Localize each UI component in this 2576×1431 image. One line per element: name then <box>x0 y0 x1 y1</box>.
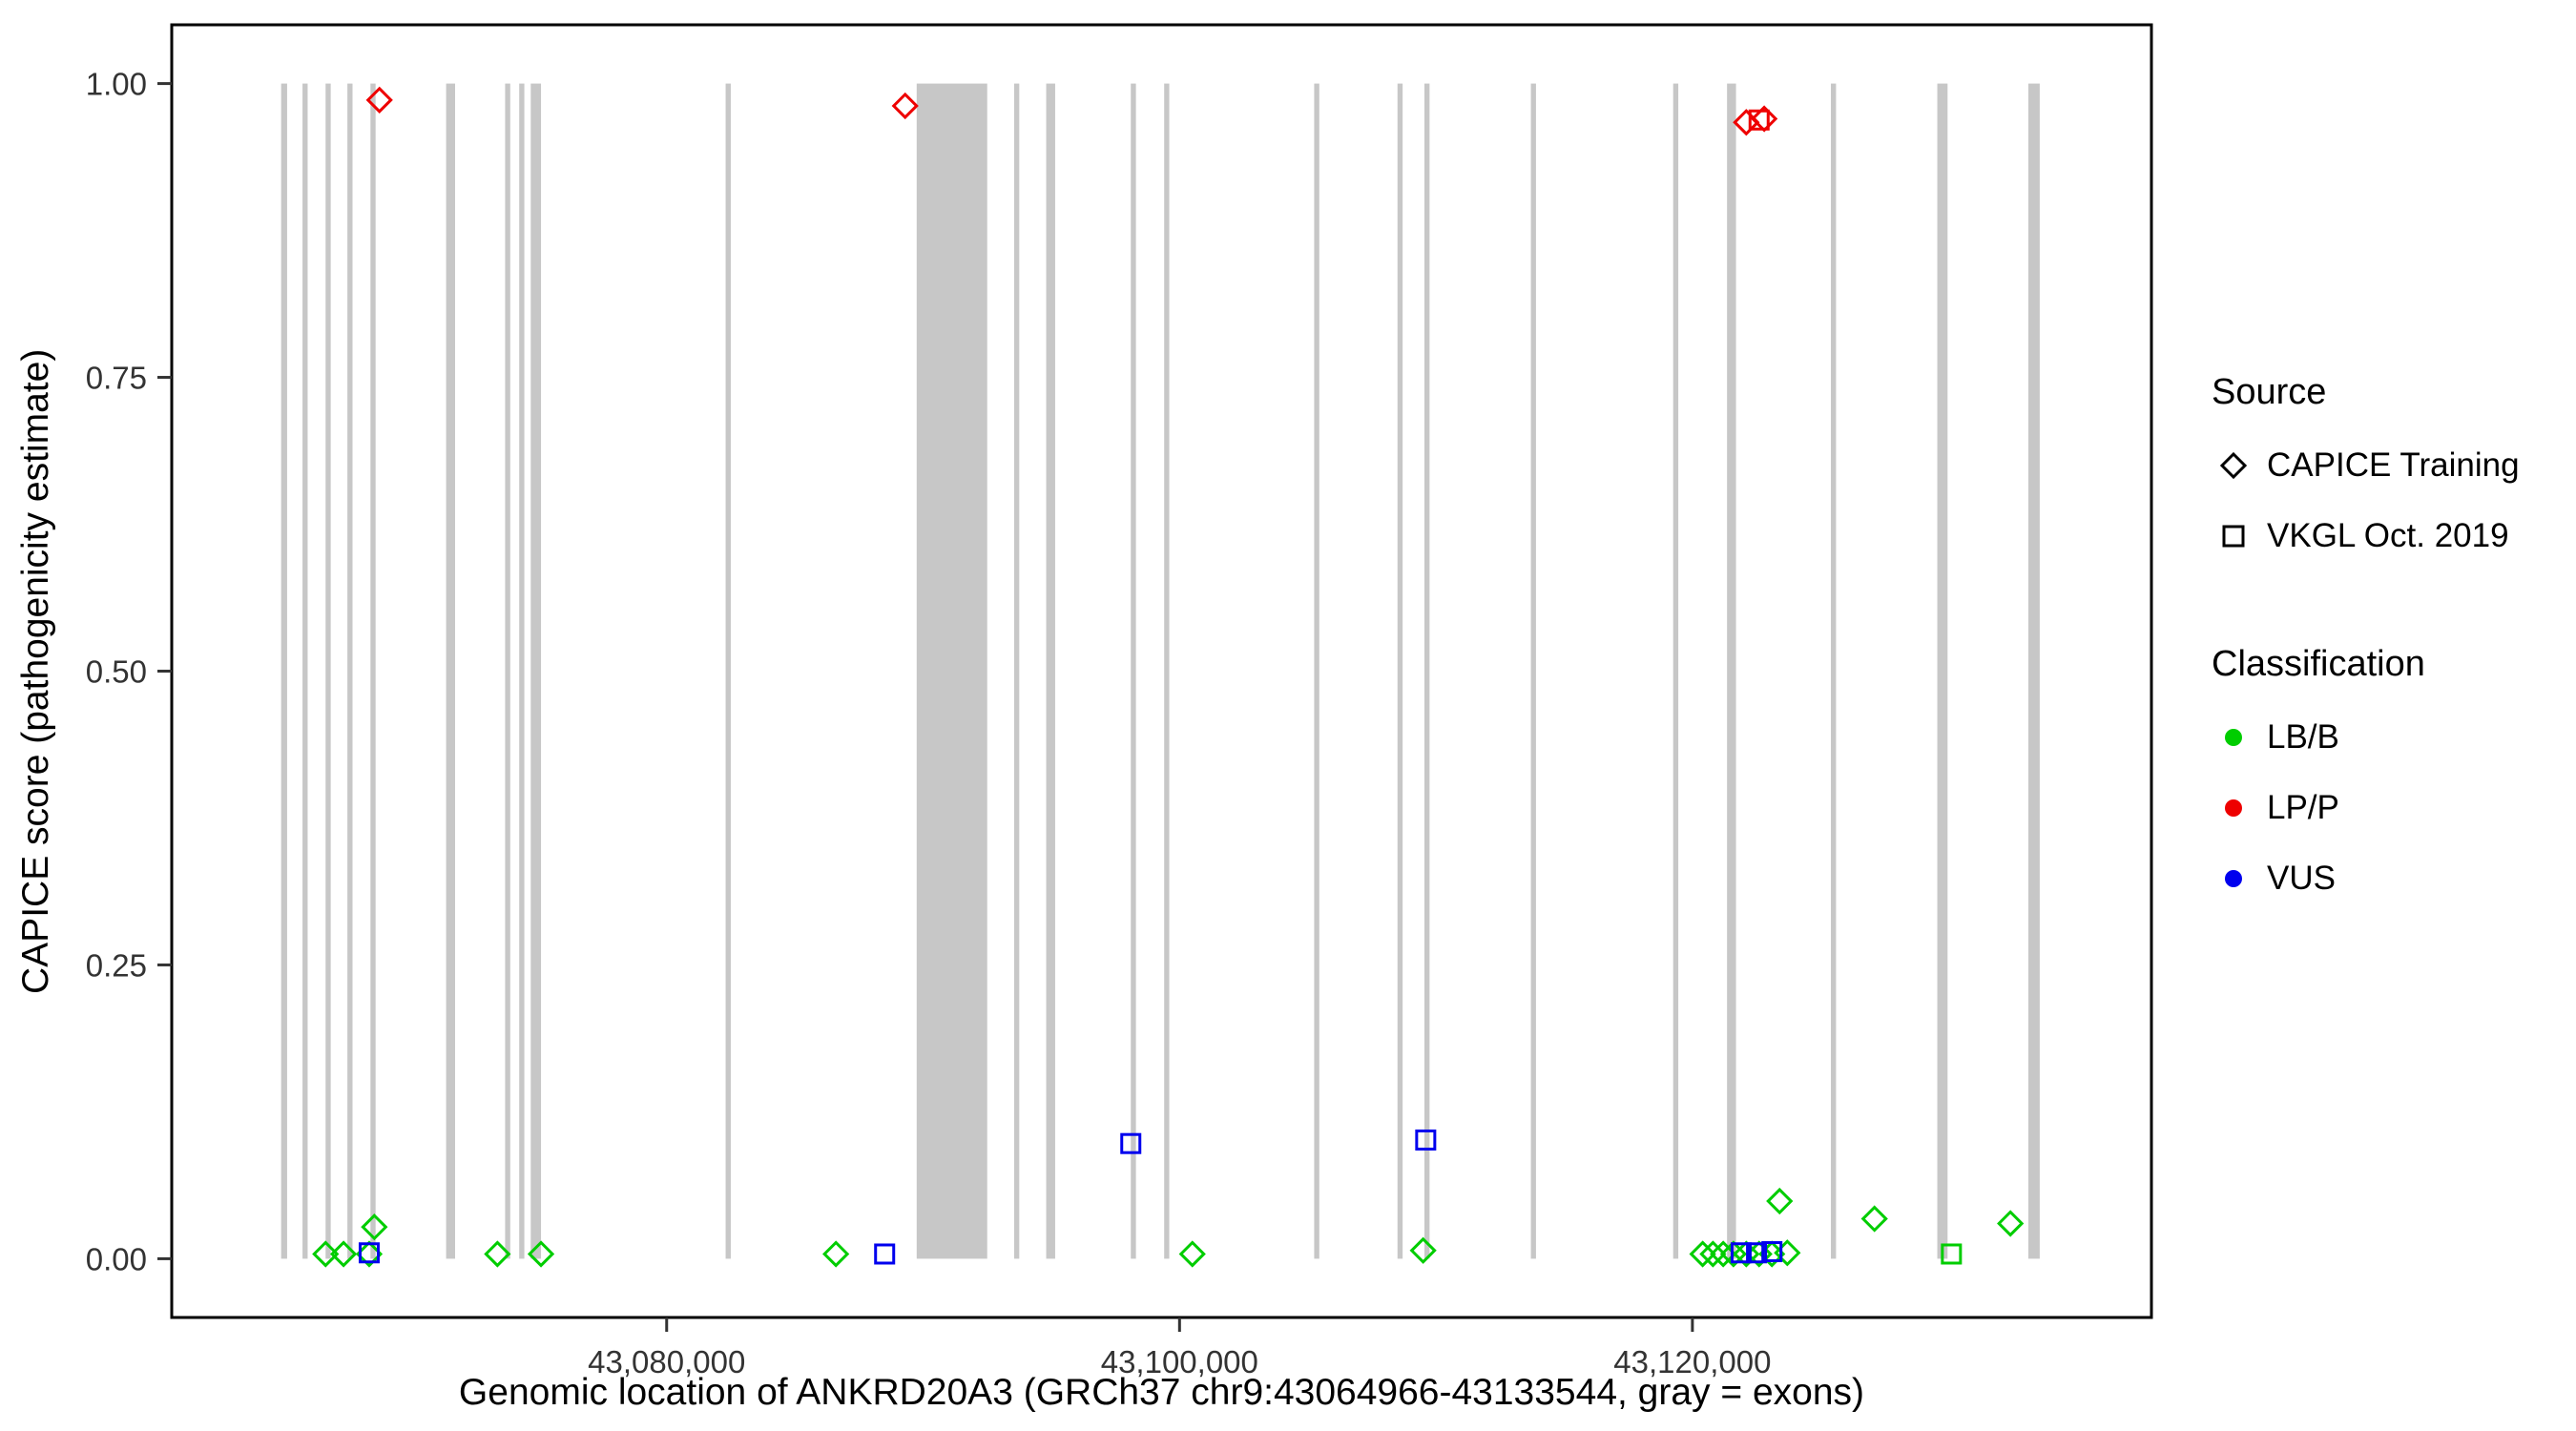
legend-label-lp-p: LP/P <box>2267 789 2339 826</box>
exon-band <box>446 83 456 1259</box>
exon-band <box>1397 83 1403 1259</box>
legend-source-title: Source <box>2212 372 2327 412</box>
data-point-square-vus <box>874 1243 896 1265</box>
data-point-diamond-lb-b <box>361 1213 388 1241</box>
y-axis-title: CAPICE score (pathogenicity estimate) <box>15 348 56 994</box>
data-point-diamond-lb-b <box>1733 1240 1760 1268</box>
data-point-square-vus <box>1761 1241 1783 1263</box>
data-point-square-vus <box>358 1242 380 1264</box>
exon-band <box>325 83 331 1259</box>
exon-band <box>1314 83 1319 1259</box>
data-point-diamond-lb-b <box>329 1240 358 1268</box>
exon-band <box>1937 83 1948 1259</box>
exon-band <box>1013 83 1020 1259</box>
lb-b-dot-icon <box>2212 729 2255 746</box>
data-point-diamond-lb-b <box>484 1240 511 1268</box>
exon-band <box>347 83 353 1259</box>
data-point-square-vus <box>1746 1242 1768 1264</box>
exon-band <box>725 83 731 1259</box>
legend-item-capice-training: CAPICE Training <box>2212 430 2520 501</box>
legend-label-vus: VUS <box>2267 860 2336 897</box>
data-point-diamond-lb-b <box>1178 1240 1206 1268</box>
exon-band <box>1164 83 1170 1259</box>
exon-band <box>370 83 376 1259</box>
data-point-diamond-lb-b <box>822 1240 850 1268</box>
legend-source-block: Source CAPICE Training VKGL Oct. 2019 <box>2212 372 2520 571</box>
legend-label-vkgl: VKGL Oct. 2019 <box>2267 517 2509 554</box>
legend-item-lp-p: LP/P <box>2212 773 2520 843</box>
exon-band <box>916 83 987 1259</box>
data-point-diamond-lb-b <box>1766 1187 1794 1215</box>
legend-label-capice-training: CAPICE Training <box>2267 446 2520 484</box>
square-key-icon <box>2212 517 2255 555</box>
data-point-diamond-lp-p <box>891 92 919 120</box>
x-tick-label: 43,100,000 <box>1101 1344 1258 1379</box>
exon-band <box>1424 83 1430 1259</box>
x-tick-label: 43,080,000 <box>588 1344 745 1379</box>
x-axis-title: Genomic location of ANKRD20A3 (GRCh37 ch… <box>458 1372 1865 1413</box>
legend-label-lb-b: LB/B <box>2267 718 2339 756</box>
y-tick-label: 0.25 <box>86 947 147 983</box>
exon-band <box>505 83 510 1259</box>
lp-p-dot-icon <box>2212 799 2255 817</box>
vus-dot-icon <box>2212 870 2255 887</box>
data-point-square-vus <box>1730 1242 1752 1264</box>
data-point-diamond-lb-b <box>312 1240 340 1268</box>
data-point-diamond-lp-p <box>1751 105 1778 133</box>
data-point-diamond-lb-b <box>1689 1240 1716 1268</box>
y-tick-label: 0.75 <box>86 361 147 396</box>
exon-band <box>280 83 287 1259</box>
exon-band <box>1831 83 1837 1259</box>
data-point-diamond-lb-b <box>527 1240 555 1268</box>
data-point-diamond-lb-b <box>1699 1240 1727 1268</box>
legend: Source CAPICE Training VKGL Oct. 2019 <box>2212 372 2520 914</box>
data-point-square-lb-b <box>1941 1243 1963 1265</box>
data-point-diamond-lb-b <box>1719 1240 1748 1268</box>
data-point-square-vus <box>1415 1129 1437 1151</box>
diamond-key-icon <box>2212 446 2255 485</box>
exon-band <box>2027 83 2040 1259</box>
y-tick-label: 1.00 <box>86 67 147 102</box>
data-point-diamond-lp-p <box>365 86 393 114</box>
data-point-diamond-lb-b <box>1409 1236 1437 1264</box>
exon-band <box>1530 83 1536 1259</box>
exon-band <box>530 83 542 1259</box>
exon-band <box>302 83 308 1259</box>
legend-classification-block: Classification LB/B LP/P VUS <box>2212 644 2520 914</box>
exon-band <box>1131 83 1136 1259</box>
legend-classification-title: Classification <box>2212 644 2425 684</box>
exon-band <box>1046 83 1055 1259</box>
data-point-square-vus <box>1120 1132 1142 1154</box>
exon-band <box>1727 83 1736 1259</box>
y-tick-label: 0.50 <box>86 654 147 690</box>
data-point-diamond-lb-b <box>1860 1205 1888 1233</box>
legend-item-vkgl: VKGL Oct. 2019 <box>2212 501 2520 571</box>
exon-band <box>1672 83 1679 1259</box>
panel-border <box>170 23 2153 1319</box>
legend-item-lb-b: LB/B <box>2212 702 2520 773</box>
x-tick-label: 43,120,000 <box>1613 1344 1771 1379</box>
exon-band <box>519 83 525 1259</box>
legend-item-vus: VUS <box>2212 843 2520 914</box>
data-point-diamond-lb-b <box>1997 1210 2025 1237</box>
y-tick-label: 0.00 <box>86 1241 147 1276</box>
